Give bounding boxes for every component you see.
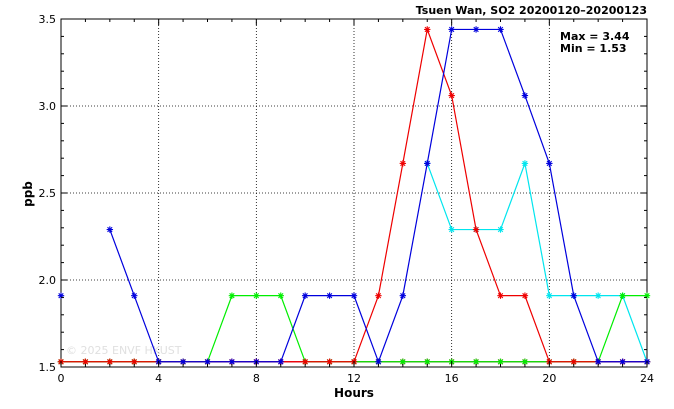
data-point [326, 358, 333, 365]
data-point [179, 358, 187, 365]
data-point [521, 358, 529, 365]
data-point [497, 26, 504, 33]
axis-ticks [60, 18, 648, 368]
data-point [424, 160, 431, 167]
y-tick-labels: 1.5 2.0 2.5 3.0 3.5 [39, 13, 57, 374]
data-point [399, 160, 407, 167]
data-point [497, 358, 504, 365]
x-tick-label: 8 [253, 372, 260, 385]
x-axis-title: Hours [334, 386, 374, 400]
data-point [399, 358, 407, 365]
data-point [546, 292, 553, 299]
y-tick-label: 3.5 [39, 13, 57, 26]
data-point [228, 358, 236, 365]
y-tick-label: 2.0 [39, 274, 57, 287]
data-point [375, 292, 382, 299]
data-point [546, 160, 553, 167]
data-point [228, 292, 236, 299]
data-point [375, 358, 382, 365]
y-tick-label: 3.0 [39, 100, 57, 113]
x-tick-label: 20 [542, 372, 556, 385]
data-point [106, 226, 114, 233]
data-point [472, 226, 480, 233]
data-point [448, 92, 455, 99]
y-tick-label: 2.5 [39, 187, 57, 200]
data-point [594, 358, 602, 365]
data-point [399, 292, 407, 299]
data-point [497, 226, 504, 233]
data-point [570, 358, 577, 365]
data-point [277, 358, 284, 365]
data-point [82, 358, 89, 365]
data-point [301, 358, 309, 365]
data-point [204, 358, 211, 365]
data-point [619, 358, 626, 365]
x-tick-labels: 0 4 8 12 16 20 24 [58, 372, 655, 385]
max-label: Max = 3.44 [560, 30, 630, 43]
data-point [570, 292, 577, 299]
y-axis-title: ppb [21, 181, 35, 207]
data-point [424, 358, 431, 365]
y-tick-label: 1.5 [39, 361, 57, 374]
data-point [521, 92, 529, 99]
data-point [448, 226, 455, 233]
min-label: Min = 1.53 [560, 42, 627, 55]
data-point [131, 358, 138, 365]
x-tick-label: 24 [640, 372, 654, 385]
data-point [277, 292, 284, 299]
data-point [253, 292, 260, 299]
data-point [472, 26, 480, 33]
data-point [619, 292, 626, 299]
x-tick-label: 16 [445, 372, 459, 385]
data-point [521, 160, 529, 167]
watermark: © 2025 ENVF HKUST [66, 344, 182, 357]
x-tick-label: 4 [155, 372, 162, 385]
data-point [472, 358, 480, 365]
data-point [424, 26, 431, 33]
data-point [301, 292, 309, 299]
data-point [326, 292, 333, 299]
x-tick-label: 12 [347, 372, 361, 385]
data-point [350, 292, 358, 299]
data-point [521, 292, 529, 299]
data-point [497, 292, 504, 299]
data-point [448, 26, 455, 33]
data-point [131, 292, 138, 299]
series-line [426, 161, 648, 362]
chart-title: Tsuen Wan, SO2 20200120–20200123 [416, 4, 647, 17]
data-point [106, 358, 114, 365]
grid-lines [61, 19, 647, 367]
data-point [594, 292, 602, 299]
x-tick-label: 0 [58, 372, 65, 385]
